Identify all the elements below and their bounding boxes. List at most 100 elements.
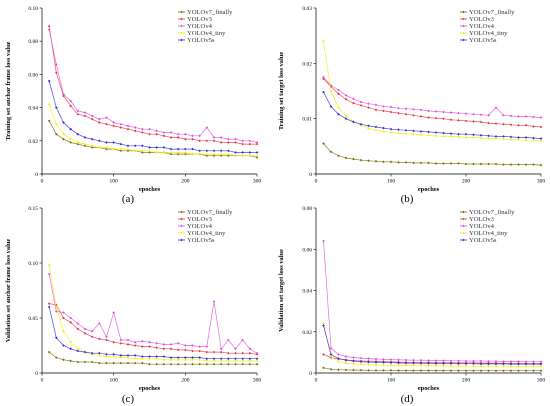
data-point <box>119 142 123 146</box>
data-point <box>329 105 333 108</box>
legend-label: YOLOv3 <box>187 216 213 223</box>
y-tick-label: 0.03 <box>302 6 312 12</box>
data-point <box>141 151 144 154</box>
data-point <box>412 361 415 365</box>
legend-swatch-marker <box>462 217 465 221</box>
data-point <box>479 359 483 363</box>
data-point <box>184 147 187 151</box>
data-point <box>472 364 475 368</box>
x-axis-label: epoches <box>139 186 161 193</box>
series-line-yolov5s <box>48 80 257 153</box>
data-point <box>329 346 333 350</box>
data-point <box>205 154 209 158</box>
data-point <box>427 130 430 134</box>
data-point <box>227 357 230 360</box>
data-point <box>55 310 58 313</box>
data-point <box>205 359 209 363</box>
data-point <box>98 322 101 325</box>
legend-label: YOLOv5s <box>469 37 497 44</box>
data-point <box>442 135 445 138</box>
data-point <box>374 357 378 361</box>
data-point <box>198 356 201 359</box>
data-point <box>98 121 101 124</box>
data-point <box>337 368 340 371</box>
data-point <box>464 132 468 136</box>
data-point <box>502 122 505 126</box>
data-point <box>184 358 187 362</box>
chart-panel-a: 0 100 200 300 0 0.02 0.04 0.06 0.08 0.10 epoches Tr… <box>5 6 261 205</box>
data-point <box>248 154 252 158</box>
data-point <box>479 136 483 140</box>
legend-swatch-marker <box>462 17 465 21</box>
series-line-yolov4-tiny <box>323 41 542 142</box>
data-point <box>457 369 460 373</box>
data-point <box>176 358 180 362</box>
data-point <box>184 132 187 136</box>
data-point <box>412 132 415 136</box>
data-point <box>162 134 166 138</box>
data-point <box>344 156 348 160</box>
data-point <box>169 136 173 139</box>
data-point <box>374 363 378 367</box>
data-point <box>449 135 453 138</box>
data-point <box>227 359 230 363</box>
data-point <box>524 365 528 368</box>
data-point <box>212 152 216 156</box>
data-point <box>329 89 333 93</box>
data-point <box>337 360 340 363</box>
data-point <box>119 356 123 359</box>
data-point <box>62 316 65 320</box>
data-point <box>344 355 348 358</box>
legend-swatch-marker <box>462 31 465 35</box>
data-point <box>374 369 378 372</box>
data-point <box>337 353 340 356</box>
data-point <box>322 353 325 356</box>
data-point <box>234 137 237 141</box>
data-point <box>76 349 80 353</box>
data-point <box>241 362 244 366</box>
data-point <box>397 369 400 372</box>
data-point <box>472 362 475 366</box>
data-point <box>464 162 468 166</box>
data-point <box>169 358 173 362</box>
data-point <box>55 336 58 340</box>
data-point <box>90 117 94 121</box>
data-point <box>494 359 498 363</box>
data-point <box>112 355 115 358</box>
data-point <box>329 353 333 356</box>
data-point <box>169 151 173 154</box>
data-point <box>234 362 237 366</box>
series-line-yolov4 <box>48 273 258 354</box>
data-point <box>105 353 108 356</box>
data-point <box>524 136 528 139</box>
data-point <box>412 129 415 133</box>
y-axis-label: Validation set anchor frame loss value <box>5 239 12 343</box>
legend-label: YOLOv4 <box>469 223 495 230</box>
data-point <box>322 90 325 94</box>
data-point <box>176 151 180 154</box>
y-tick-label: 0 <box>35 371 38 377</box>
data-point <box>487 359 490 363</box>
x-tick-label: 0 <box>41 179 44 185</box>
data-point <box>509 114 513 118</box>
data-point <box>105 116 108 119</box>
data-point <box>62 93 65 96</box>
legend-swatch-marker <box>180 24 183 28</box>
data-point <box>83 327 87 331</box>
data-point <box>98 337 101 341</box>
x-tick-label: 0 <box>315 179 318 185</box>
data-point <box>62 311 65 314</box>
legend-label: YOLOv7_finally <box>469 9 515 16</box>
data-point <box>389 131 393 134</box>
data-point <box>198 362 201 366</box>
data-point <box>112 141 115 144</box>
data-point <box>76 360 80 364</box>
data-point <box>227 338 230 342</box>
data-point <box>90 144 94 148</box>
data-point <box>212 136 216 139</box>
data-point <box>449 359 453 363</box>
data-point <box>404 369 408 372</box>
data-point <box>494 364 498 368</box>
data-point <box>359 158 363 162</box>
